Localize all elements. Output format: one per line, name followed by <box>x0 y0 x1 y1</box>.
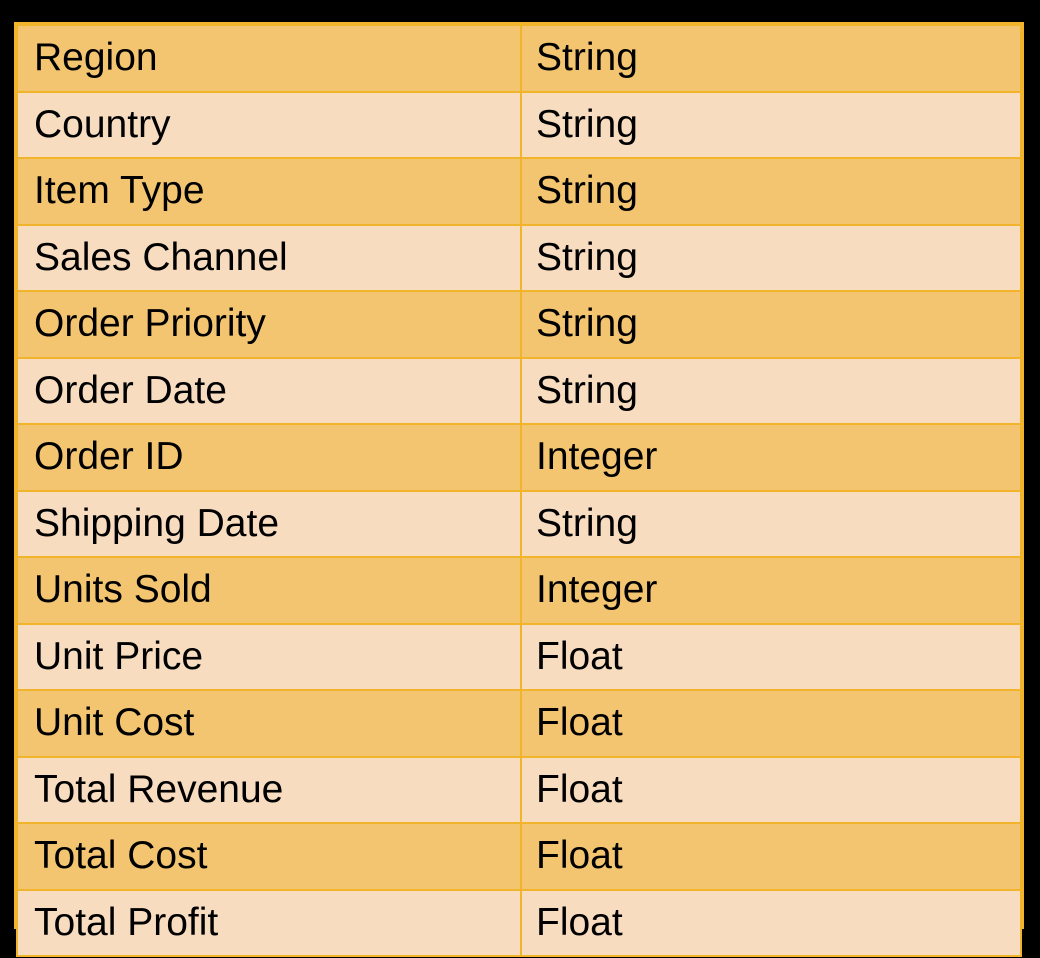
table-row: Shipping Date String <box>16 489 1022 558</box>
table-row: Order ID Integer <box>16 423 1022 492</box>
field-type-cell: Float <box>520 689 1022 758</box>
table-row: Units Sold Integer <box>16 556 1022 625</box>
table-row: Country String <box>16 90 1022 159</box>
field-name-cell: Region <box>16 24 522 93</box>
field-type-cell: String <box>520 24 1022 93</box>
field-type-cell: Integer <box>520 556 1022 625</box>
table-row: Total Revenue Float <box>16 755 1022 824</box>
field-type-cell: String <box>520 157 1022 226</box>
field-name-cell: Unit Price <box>16 622 522 691</box>
field-type-cell: Float <box>520 822 1022 891</box>
field-type-cell: Float <box>520 755 1022 824</box>
field-name-cell: Order ID <box>16 423 522 492</box>
field-type-cell: String <box>520 223 1022 292</box>
field-type-cell: Float <box>520 622 1022 691</box>
field-type-cell: String <box>520 356 1022 425</box>
table-row: Region String <box>16 24 1022 93</box>
field-type-cell: Float <box>520 888 1022 957</box>
field-name-cell: Order Date <box>16 356 522 425</box>
table-row: Sales Channel String <box>16 223 1022 292</box>
field-name-cell: Country <box>16 90 522 159</box>
table-row: Total Profit Float <box>16 888 1022 957</box>
field-name-cell: Unit Cost <box>16 689 522 758</box>
table-row: Order Date String <box>16 356 1022 425</box>
table-row: Order Priority String <box>16 290 1022 359</box>
field-name-cell: Units Sold <box>16 556 522 625</box>
field-type-cell: String <box>520 90 1022 159</box>
field-type-cell: String <box>520 290 1022 359</box>
field-name-cell: Total Cost <box>16 822 522 891</box>
schema-table: Region String Country String Item Type S… <box>16 24 1022 957</box>
field-type-cell: String <box>520 489 1022 558</box>
field-name-cell: Item Type <box>16 157 522 226</box>
schema-table-frame: Region String Country String Item Type S… <box>14 22 1024 957</box>
field-type-cell: Integer <box>520 423 1022 492</box>
table-row: Unit Cost Float <box>16 689 1022 758</box>
table-row: Item Type String <box>16 157 1022 226</box>
field-name-cell: Sales Channel <box>16 223 522 292</box>
table-row: Total Cost Float <box>16 822 1022 891</box>
table-row: Unit Price Float <box>16 622 1022 691</box>
field-name-cell: Total Profit <box>16 888 522 957</box>
field-name-cell: Shipping Date <box>16 489 522 558</box>
field-name-cell: Total Revenue <box>16 755 522 824</box>
field-name-cell: Order Priority <box>16 290 522 359</box>
